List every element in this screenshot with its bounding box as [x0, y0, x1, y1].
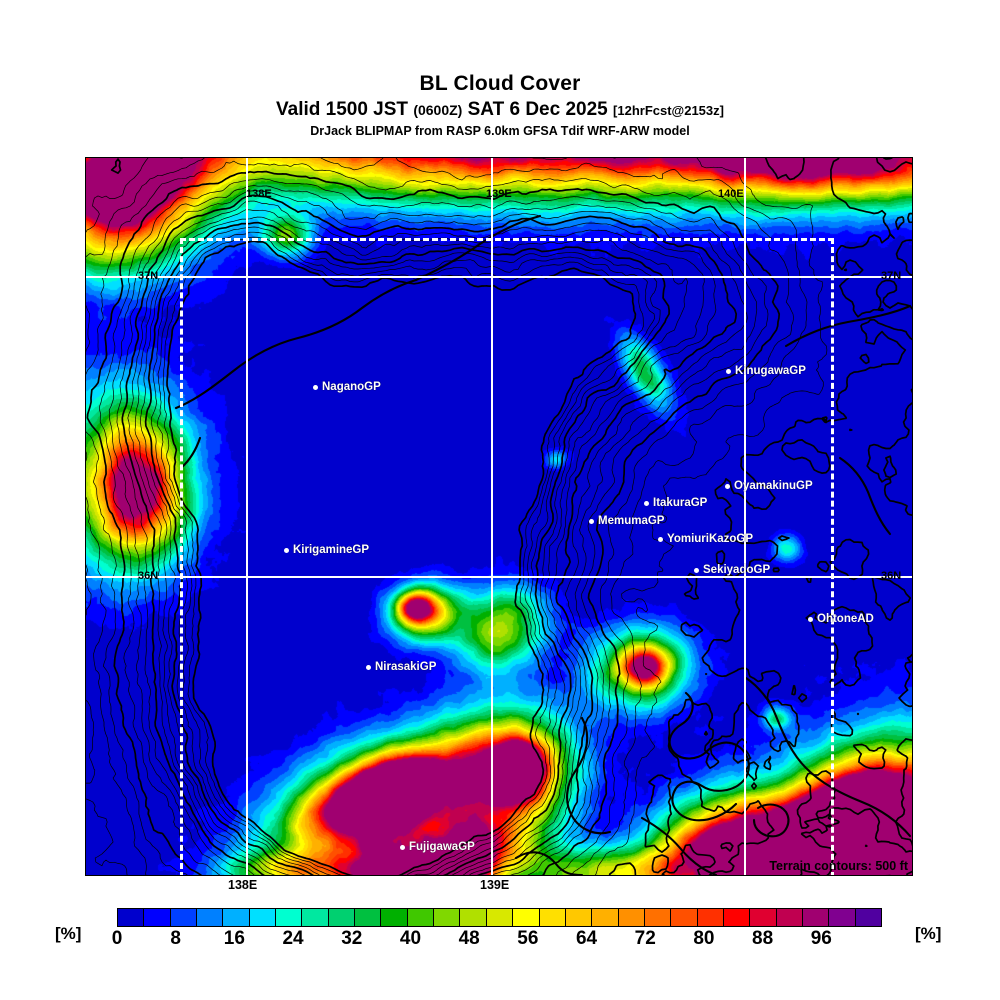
colorbar-band-22 [697, 909, 724, 926]
colorbar-tick-72: 72 [634, 928, 656, 949]
colorbar-band-6 [276, 909, 303, 926]
colorbar-band-8 [328, 909, 356, 926]
colorbar-band-26 [802, 909, 830, 926]
colorbar-unit-right: [%] [915, 924, 942, 943]
colorbar-swatches[interactable] [117, 908, 882, 927]
colorbar-band-0 [118, 909, 145, 926]
outer-axis-label-138e: 138E [228, 878, 258, 892]
colorbar-band-27 [829, 909, 856, 926]
colorbar-band-23 [723, 909, 751, 926]
forecast-domain-box [180, 238, 834, 875]
colorbar-band-5 [249, 909, 277, 926]
colorbar-band-13 [460, 909, 487, 926]
colorbar-band-1 [144, 909, 171, 926]
colorbar-band-17 [565, 909, 593, 926]
colorbar-tick-64: 64 [575, 928, 598, 949]
colorbar-band-9 [355, 909, 382, 926]
colorbar-band-12 [434, 909, 461, 926]
colorbar-band-4 [223, 909, 250, 926]
colorbar-band-19 [618, 909, 645, 926]
colorbar-band-28 [855, 909, 881, 926]
colorbar-band-21 [671, 909, 698, 926]
valid-time-line: Valid 1500 JST (0600Z) SAT 6 Dec 2025 [1… [0, 99, 1000, 121]
colorbar-band-3 [197, 909, 224, 926]
colorbar-tick-24: 24 [282, 928, 304, 949]
colorbar-tick-16: 16 [223, 928, 245, 949]
colorbar[interactable]: [%] 0 8 16 24 32 40 48 56 64 72 80 88 96 [%] [0, 906, 1000, 966]
colorbar-tick-56: 56 [517, 928, 539, 949]
colorbar-tick-88: 88 [752, 928, 774, 949]
colorbar-tick-0: 0 [111, 928, 123, 949]
colorbar-tick-32: 32 [341, 928, 363, 949]
colorbar-tick-80: 80 [693, 928, 715, 949]
colorbar-tick-8: 8 [170, 928, 181, 949]
colorbar-band-2 [170, 909, 198, 926]
outer-axis-label-139e: 139E [480, 878, 510, 892]
colorbar-tick-40: 40 [399, 928, 422, 949]
colorbar-tick-48: 48 [458, 928, 480, 949]
model-source-line: DrJack BLIPMAP from RASP 6.0km GFSA Tdif… [310, 124, 690, 138]
colorbar-band-15 [513, 909, 540, 926]
title-block: BL Cloud Cover Valid 1500 JST (0600Z) SA… [0, 72, 1000, 138]
colorbar-band-16 [539, 909, 566, 926]
colorbar-band-10 [381, 909, 408, 926]
valid-date: SAT 6 Dec 2025 [467, 99, 608, 120]
colorbar-band-18 [592, 909, 619, 926]
valid-prefix: Valid 1500 JST [276, 99, 409, 120]
colorbar-band-24 [750, 909, 777, 926]
terrain-contour-note: Terrain contours: 500 ft [769, 859, 908, 873]
colorbar-unit-left: [%] [55, 924, 82, 943]
page-title: BL Cloud Cover [419, 72, 581, 95]
colorbar-band-20 [644, 909, 672, 926]
valid-utc: (0600Z) [413, 102, 463, 118]
colorbar-tick-96: 96 [810, 928, 832, 949]
colorbar-band-14 [486, 909, 514, 926]
colorbar-band-25 [776, 909, 803, 926]
colorbar-band-7 [302, 909, 329, 926]
colorbar-band-11 [407, 909, 435, 926]
forecast-tag: [12hrFcst@2153z] [613, 103, 724, 118]
map-plot-area[interactable]: 138E 139E 140E 37N 37N 36N 36N NaganoGP Kinugaw… [85, 157, 913, 876]
